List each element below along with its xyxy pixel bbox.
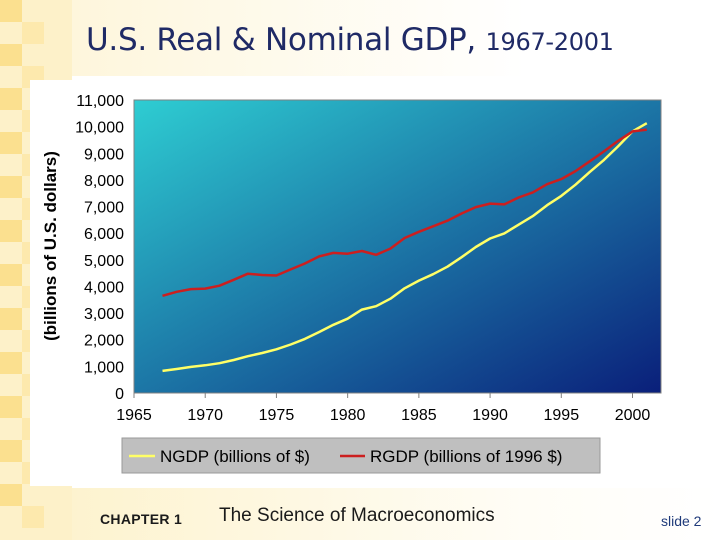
legend-label-rgdp: RGDP (billions of 1996 $) — [370, 447, 562, 466]
x-axis: 1965 1970 1975 1980 1985 1990 1995 2000 — [116, 393, 650, 424]
y-tick-label: 8,000 — [84, 173, 124, 190]
decor-tile — [0, 88, 22, 110]
y-tick-label: 10,000 — [75, 120, 124, 137]
slide-title-main: U.S. Real & Nominal GDP, — [86, 22, 476, 58]
y-tick-label: 9,000 — [84, 146, 124, 163]
y-axis-label: (billions of U.S. dollars) — [41, 151, 60, 341]
x-tick-label: 1985 — [401, 407, 437, 424]
slide-title-years: 1967-2001 — [485, 28, 614, 56]
y-tick-label: 11,000 — [76, 93, 124, 110]
footer-subject-label: The Science of Macroeconomics — [219, 505, 495, 526]
x-tick-label: 2000 — [615, 407, 651, 424]
decor-tile — [0, 440, 22, 462]
y-tick-label: 1,000 — [84, 359, 124, 376]
decor-tile — [0, 484, 22, 506]
y-tick-label: 4,000 — [84, 279, 124, 296]
x-tick-label: 1965 — [116, 407, 152, 424]
rgdp-series-line — [162, 128, 647, 298]
y-tick-label: 2,000 — [84, 333, 124, 350]
footer-slide-number: slide 2 — [661, 513, 702, 529]
decor-tile — [22, 506, 44, 528]
x-tick-label: 1975 — [259, 407, 295, 424]
ngdp-series-line — [162, 122, 648, 373]
decor-tile — [22, 22, 44, 44]
decor-tile — [0, 0, 22, 22]
x-tick-label: 1980 — [330, 407, 366, 424]
plot-area — [133, 99, 662, 394]
decor-tile — [0, 352, 22, 374]
top-decor-band — [72, 0, 720, 76]
x-tick-label: 1990 — [472, 407, 508, 424]
decor-tile — [0, 44, 22, 66]
x-tick-label: 1970 — [187, 407, 223, 424]
legend-label-ngdp: NGDP (billions of $) — [160, 447, 310, 466]
decor-tile — [0, 220, 22, 242]
footer-chapter-label: CHAPTER 1 — [100, 511, 183, 527]
chart-panel: 0 1,000 2,000 3,000 4,000 5,000 6,000 7,000 8,00… — [30, 80, 671, 486]
y-tick-label: 3,000 — [84, 306, 124, 323]
decor-tile — [0, 264, 22, 286]
y-tick-label: 0 — [115, 386, 124, 403]
y-tick-label: 6,000 — [84, 226, 124, 243]
decor-tile — [0, 396, 22, 418]
y-axis: 0 1,000 2,000 3,000 4,000 5,000 6,000 7,000 8,00… — [75, 93, 124, 403]
decor-tile — [0, 132, 22, 154]
x-tick-label: 1995 — [544, 407, 580, 424]
slide-title: U.S. Real & Nominal GDP, 1967-2001 — [86, 22, 614, 58]
decor-tile — [0, 176, 22, 198]
bottom-decor-band — [72, 488, 720, 540]
series-layer — [162, 122, 648, 373]
decor-tile — [0, 308, 22, 330]
y-tick-label: 5,000 — [84, 253, 124, 270]
gdp-line-chart: 0 1,000 2,000 3,000 4,000 5,000 6,000 7,000 8,00… — [41, 93, 662, 474]
y-tick-label: 7,000 — [84, 200, 124, 217]
